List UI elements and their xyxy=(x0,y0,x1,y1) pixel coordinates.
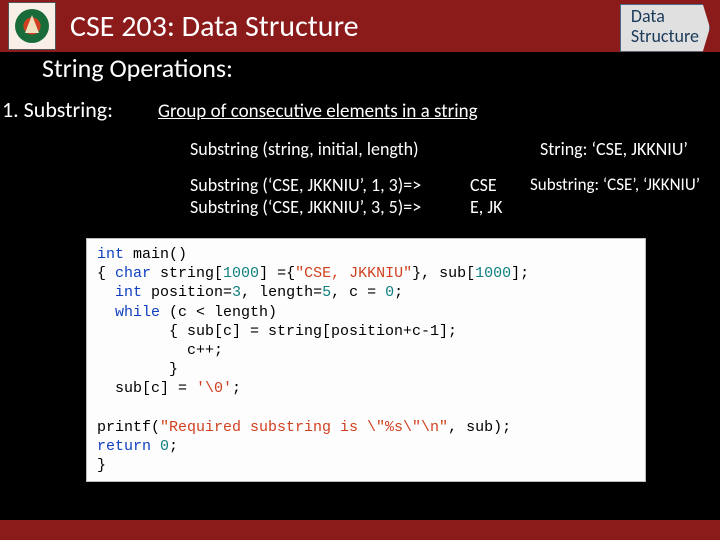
header-band: CSE 203: Data Structure Data Structure xyxy=(0,0,720,52)
code-text xyxy=(97,284,115,301)
code-text: ; xyxy=(169,438,178,455)
code-text: }, sub[ xyxy=(412,265,475,282)
num: 5 xyxy=(322,284,331,301)
footer-band xyxy=(0,520,720,540)
code-text: } xyxy=(97,361,178,378)
result-2: E, JK xyxy=(470,196,502,218)
str: "CSE, JKKNIU" xyxy=(295,265,412,282)
syntax-line: Substring (string, initial, length) xyxy=(190,138,419,160)
code-text xyxy=(97,304,115,321)
code-text: ; xyxy=(232,380,241,397)
code-text: ] ={ xyxy=(259,265,295,282)
code-text: ]; xyxy=(511,265,529,282)
num: 1000 xyxy=(475,265,511,282)
topic-badge: Data Structure xyxy=(620,4,710,52)
example-2: Substring (‘CSE, JKKNIU’, 3, 5)=> xyxy=(190,196,421,218)
kw: return xyxy=(97,438,151,455)
badge-line2: Structure xyxy=(631,27,699,47)
code-text xyxy=(151,438,160,455)
code-text: string[ xyxy=(151,265,223,282)
result-1: CSE xyxy=(470,174,497,196)
course-title: CSE 203: Data Structure xyxy=(70,8,359,45)
university-logo xyxy=(8,2,56,50)
note-string: String: ‘CSE, JKKNIU’ xyxy=(540,138,688,160)
code-text: main() xyxy=(124,246,187,263)
code-block: int main() { char string[1000] ={"CSE, J… xyxy=(86,238,646,482)
code-text: { sub[c] = string[position+c-1]; xyxy=(97,323,457,340)
code-text: sub[c] = xyxy=(97,380,196,397)
str: '\0' xyxy=(196,380,232,397)
code-text: , length= xyxy=(241,284,322,301)
code-text: { xyxy=(97,265,115,282)
code-text: position= xyxy=(142,284,232,301)
num: 1000 xyxy=(223,265,259,282)
num: 0 xyxy=(385,284,394,301)
example-1: Substring (‘CSE, JKKNIU’, 1, 3)=> xyxy=(190,174,421,196)
section-definition: Group of consecutive elements in a strin… xyxy=(158,100,478,123)
code-text: (c < length) xyxy=(160,304,277,321)
code-text: ; xyxy=(394,284,403,301)
kw: char xyxy=(115,265,151,282)
slide-subtitle: String Operations: xyxy=(42,52,233,84)
kw: while xyxy=(115,304,160,321)
kw: int xyxy=(115,284,142,301)
code-text: c++; xyxy=(97,342,223,359)
note-substring: Substring: ‘CSE’, ‘JKKNIU’ xyxy=(530,174,700,195)
kw: int xyxy=(97,246,124,263)
num: 3 xyxy=(232,284,241,301)
str: "Required substring is \"%s\"\n" xyxy=(160,419,448,436)
code-text: , c = xyxy=(331,284,385,301)
code-text: } xyxy=(97,457,106,474)
badge-line1: Data xyxy=(631,7,699,27)
code-text: printf( xyxy=(97,419,160,436)
code-text: , sub); xyxy=(448,419,511,436)
num: 0 xyxy=(160,438,169,455)
section-label: 1. Substring: xyxy=(2,96,113,123)
